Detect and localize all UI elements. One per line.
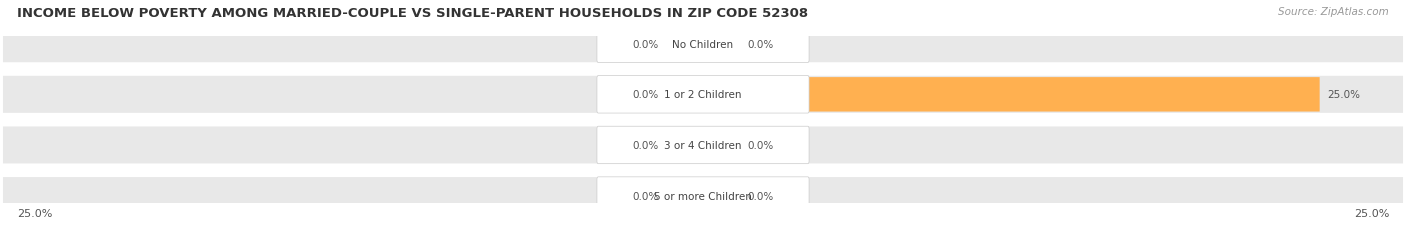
- FancyBboxPatch shape: [666, 78, 703, 112]
- FancyBboxPatch shape: [598, 127, 808, 164]
- Text: No Children: No Children: [672, 40, 734, 49]
- FancyBboxPatch shape: [666, 179, 703, 213]
- FancyBboxPatch shape: [1, 125, 1405, 165]
- Text: 0.0%: 0.0%: [633, 90, 658, 100]
- FancyBboxPatch shape: [666, 27, 703, 62]
- Text: 1 or 2 Children: 1 or 2 Children: [664, 90, 742, 100]
- Text: 0.0%: 0.0%: [748, 191, 773, 201]
- FancyBboxPatch shape: [703, 179, 740, 213]
- Text: 0.0%: 0.0%: [633, 40, 658, 49]
- Text: 0.0%: 0.0%: [633, 140, 658, 150]
- Text: INCOME BELOW POVERTY AMONG MARRIED-COUPLE VS SINGLE-PARENT HOUSEHOLDS IN ZIP COD: INCOME BELOW POVERTY AMONG MARRIED-COUPL…: [17, 7, 808, 20]
- Text: 25.0%: 25.0%: [1354, 208, 1389, 218]
- FancyBboxPatch shape: [1, 176, 1405, 216]
- FancyBboxPatch shape: [1, 75, 1405, 115]
- Text: 25.0%: 25.0%: [1327, 90, 1360, 100]
- FancyBboxPatch shape: [598, 26, 808, 63]
- FancyBboxPatch shape: [1, 24, 1405, 65]
- Text: 0.0%: 0.0%: [748, 40, 773, 49]
- FancyBboxPatch shape: [666, 128, 703, 162]
- Text: 25.0%: 25.0%: [17, 208, 52, 218]
- FancyBboxPatch shape: [703, 128, 740, 162]
- FancyBboxPatch shape: [703, 27, 740, 62]
- Text: Source: ZipAtlas.com: Source: ZipAtlas.com: [1278, 7, 1389, 17]
- FancyBboxPatch shape: [703, 78, 1320, 112]
- Text: 5 or more Children: 5 or more Children: [654, 191, 752, 201]
- FancyBboxPatch shape: [598, 177, 808, 214]
- Text: 0.0%: 0.0%: [748, 140, 773, 150]
- Text: 0.0%: 0.0%: [633, 191, 658, 201]
- Text: 3 or 4 Children: 3 or 4 Children: [664, 140, 742, 150]
- FancyBboxPatch shape: [598, 76, 808, 114]
